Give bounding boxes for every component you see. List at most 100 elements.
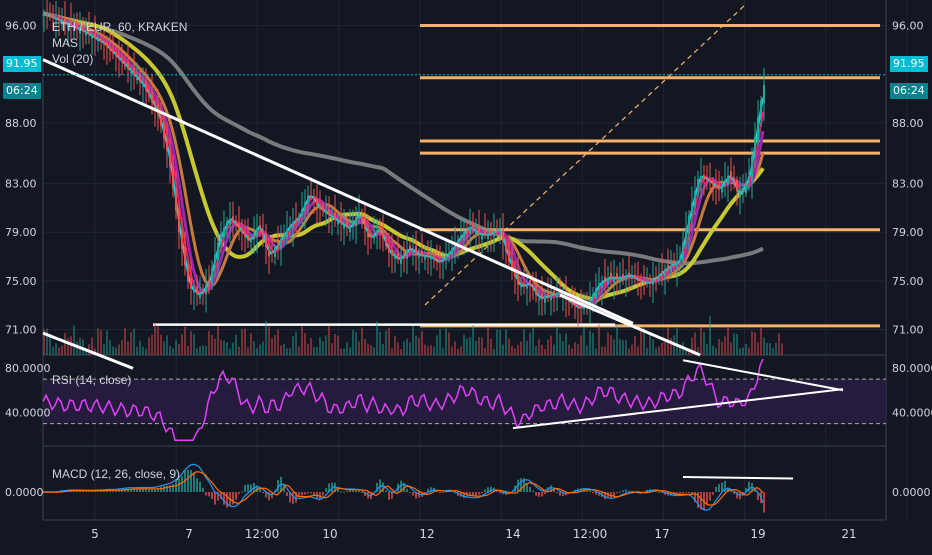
candle-body	[418, 255, 420, 258]
volume-bar	[151, 334, 153, 355]
rsi-line	[42, 358, 764, 442]
candle-body	[433, 255, 435, 260]
candle-body	[304, 202, 306, 211]
macd-histogram-bar	[307, 492, 309, 494]
candle-body	[532, 289, 534, 291]
volume-bar	[97, 328, 99, 355]
macd-histogram-bar	[349, 490, 351, 492]
candle-body	[577, 306, 579, 309]
candle-body	[301, 209, 303, 215]
volume-bar	[364, 338, 366, 355]
volume-bar	[745, 343, 747, 355]
macd-histogram-bar	[352, 490, 354, 492]
volume-bar	[64, 332, 66, 355]
volume-bar	[139, 340, 141, 355]
candle-body	[505, 242, 507, 252]
macd-histogram-bar	[238, 492, 240, 494]
volume-bar	[196, 348, 198, 355]
volume-bar	[781, 343, 783, 355]
volume-bar	[640, 329, 642, 355]
candle-body	[238, 224, 240, 229]
candle-body	[427, 252, 429, 257]
macd-histogram-bar	[622, 490, 624, 492]
volume-bar	[685, 347, 687, 355]
candle-body	[652, 279, 654, 285]
volume-bar	[58, 347, 60, 355]
candle-body	[310, 195, 312, 197]
macd-histogram-bar	[739, 492, 741, 500]
volume-bar	[223, 340, 225, 355]
volume-bar	[355, 332, 357, 355]
macd-histogram-bar	[364, 492, 366, 496]
rsi-triangle-upper	[682, 359, 844, 392]
candle-body	[706, 178, 708, 180]
candle-body	[451, 248, 453, 255]
macd-histogram-bar	[79, 490, 81, 492]
volume-bar	[625, 340, 627, 355]
candle-body	[535, 285, 537, 295]
macd-histogram-bar	[208, 492, 210, 497]
candle-body	[685, 229, 687, 239]
candle-body	[739, 193, 741, 197]
macd-histogram-bar	[724, 480, 726, 492]
candle-body	[319, 207, 321, 209]
volume-bar	[67, 338, 69, 355]
macd-histogram-bar	[727, 487, 729, 492]
volume-bar	[775, 343, 777, 355]
volume-bar	[187, 345, 189, 355]
volume-bar	[229, 348, 231, 355]
price-tick-right: 71.00	[892, 323, 924, 336]
candle-body	[691, 203, 693, 212]
volume-bar	[127, 341, 129, 355]
volume-bar	[295, 331, 297, 355]
candle-body	[295, 219, 297, 221]
volume-bar	[217, 326, 219, 355]
candle-body	[679, 256, 681, 258]
candle-body	[379, 230, 381, 232]
volume-bar	[163, 341, 165, 355]
legend-vol: Vol (20)	[52, 52, 94, 66]
macd-histogram-bar	[523, 478, 525, 492]
volume-bar	[220, 339, 222, 355]
volume-bar	[445, 328, 447, 355]
rsi-tick-left: 40.0000	[5, 407, 51, 420]
candle-body	[523, 283, 525, 286]
candle-body	[361, 215, 363, 221]
volume-bar	[235, 334, 237, 355]
candle-body	[553, 290, 555, 295]
macd-histogram-bar	[670, 492, 672, 496]
volume-bar	[742, 347, 744, 355]
candle-body	[442, 258, 444, 262]
macd-histogram-bar	[682, 492, 684, 494]
macd-histogram-bar	[715, 486, 717, 492]
volume-bar	[316, 346, 318, 355]
candle-body	[130, 72, 132, 74]
candle-body	[109, 46, 111, 50]
candle-body	[649, 281, 651, 283]
candle-body	[367, 230, 369, 237]
candle-body	[514, 270, 516, 277]
volume-bar	[373, 347, 375, 355]
price-tick-left: 83.00	[5, 178, 37, 191]
trendline-continuation	[559, 293, 701, 357]
volume-bar	[487, 326, 489, 355]
candle-body	[343, 225, 345, 229]
candle-body	[382, 232, 384, 239]
macd-histogram-bar	[217, 492, 219, 501]
candle-body	[400, 257, 402, 264]
candle-body	[751, 156, 753, 181]
volume-bar	[628, 348, 630, 355]
candle-body	[415, 246, 417, 254]
volume-bar	[268, 326, 270, 355]
volume-bar	[406, 338, 408, 355]
macd-histogram-bar	[148, 489, 150, 492]
volume-bar	[565, 333, 567, 355]
macd-histogram-bar	[76, 490, 78, 492]
candle-body	[673, 260, 675, 264]
candle-body	[568, 300, 570, 302]
volume-bar	[484, 348, 486, 355]
volume-bar	[265, 320, 267, 355]
candle-body	[658, 274, 660, 281]
